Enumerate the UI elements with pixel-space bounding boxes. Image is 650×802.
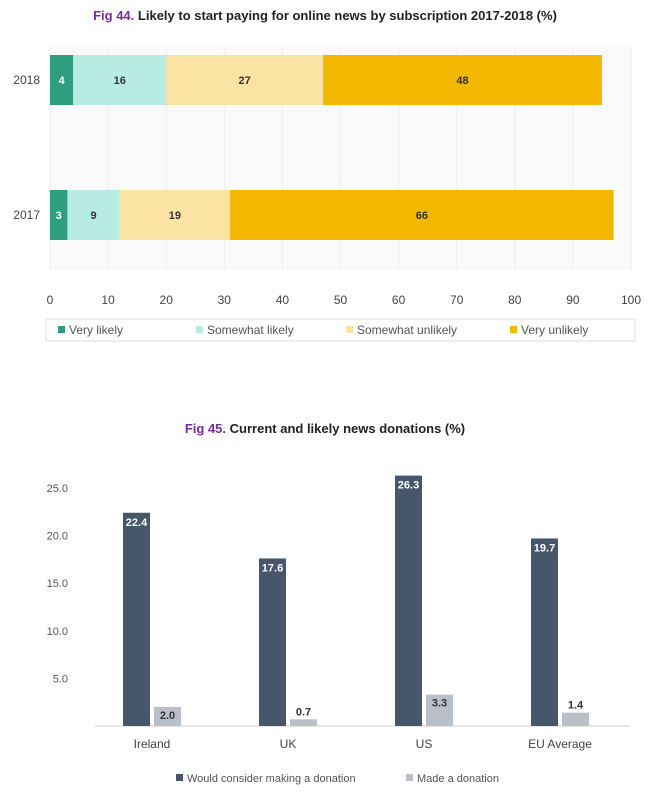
y-tick-label: 2018: [13, 73, 40, 87]
x-tick-label: 100: [621, 293, 641, 307]
x-tick-label: 10: [101, 293, 115, 307]
bar-made-a-donation: [562, 712, 589, 726]
bar-somewhat-likely: [73, 55, 167, 105]
fig45-number: Fig 45.: [184, 421, 227, 436]
y-tick-label: 2017: [13, 208, 40, 222]
data-label: 27: [239, 75, 251, 87]
x-tick-label: 90: [566, 293, 580, 307]
bar-very-likely: [50, 190, 68, 240]
bar-somewhat-unlikely: [166, 55, 324, 105]
data-label: 19: [169, 210, 181, 222]
fig45-title-text: Current and likely news donations (%): [229, 421, 466, 436]
data-label: 9: [91, 210, 97, 222]
bar-would-consider-making-a-donation: [123, 512, 150, 726]
x-tick-label: 30: [218, 293, 232, 307]
data-label: 16: [114, 75, 126, 87]
data-label: 66: [416, 210, 428, 222]
bar-very-likely: [50, 55, 74, 105]
x-tick-label: Ireland: [134, 737, 171, 751]
bar-would-consider-making-a-donation: [259, 558, 286, 726]
legend-swatch-very-unlikely: [510, 326, 517, 333]
x-tick-label: US: [416, 737, 433, 751]
legend: [45, 318, 636, 342]
data-label: 19.7: [534, 542, 555, 554]
fig44-number: Fig 44.: [93, 8, 135, 23]
x-tick-label: 0: [47, 293, 54, 307]
bar-made-a-donation: [154, 706, 181, 726]
x-tick-label: 40: [276, 293, 290, 307]
data-label: 0.7: [296, 706, 311, 718]
x-tick-label: 70: [450, 293, 464, 307]
x-tick-label: 60: [392, 293, 406, 307]
data-label: 1.4: [568, 700, 584, 712]
bar-would-consider-making-a-donation: [395, 475, 422, 726]
y-tick-label: 25.0: [47, 483, 68, 495]
bar-would-consider-making-a-donation: [531, 538, 558, 726]
x-tick-label: 80: [508, 293, 522, 307]
y-tick-label: 20.0: [47, 531, 68, 543]
x-tick-label: UK: [280, 737, 297, 751]
y-tick-label: 15.0: [47, 578, 68, 590]
data-label: 4: [59, 75, 66, 87]
x-tick-label: 50: [334, 293, 348, 307]
legend-swatch-would-consider-making-a-donation: [176, 774, 183, 781]
legend-label-very-unlikely: Very unlikely: [521, 323, 588, 337]
data-label: 26.3: [398, 480, 419, 492]
legend-label-very-likely: Very likely: [69, 323, 123, 337]
bar-very-unlikely: [323, 55, 602, 105]
legend-label-somewhat-unlikely: Somewhat unlikely: [357, 323, 457, 337]
data-label: 3.3: [432, 698, 447, 710]
y-tick-label: 5.0: [53, 673, 68, 685]
data-label: 22.4: [126, 517, 148, 529]
bar-made-a-donation: [426, 694, 453, 726]
legend-swatch-made-a-donation: [406, 774, 413, 781]
legend-label-somewhat-likely: Somewhat likely: [207, 323, 294, 337]
x-tick-label: EU Average: [528, 737, 592, 751]
fig44-title: Fig 44. Likely to start paying for onlin…: [0, 8, 650, 23]
fig45-chart: 5.0 10.0 15.0 20.0 25.0 22.4 2.0 Ireland 17.6 0.7…: [47, 475, 630, 785]
legend-label-made-a-donation: Made a donation: [417, 773, 499, 785]
legend-swatch-very-likely: [58, 326, 65, 333]
fig44-chart: 0 10 20 30 40 50 60 70 80 90 100 2018 4 16 27 48 2017 3 9 1…: [13, 45, 641, 342]
fig45-title: Fig 45. Current and likely news donation…: [0, 421, 650, 436]
bar-made-a-donation: [290, 719, 317, 726]
bar-very-unlikely: [230, 190, 614, 240]
legend-label-would-consider-making-a-donation: Would consider making a donation: [187, 773, 356, 785]
data-label: 48: [456, 75, 468, 87]
data-label: 2.0: [160, 710, 175, 722]
y-tick-label: 10.0: [47, 626, 68, 638]
legend-swatch-somewhat-unlikely: [346, 326, 353, 333]
bar-somewhat-likely: [67, 190, 120, 240]
data-label: 17.6: [262, 562, 283, 574]
bar-somewhat-unlikely: [119, 190, 231, 240]
legend-swatch-somewhat-likely: [196, 326, 203, 333]
fig44-title-text: Likely to start paying for online news b…: [137, 8, 557, 23]
data-label: 3: [56, 210, 62, 222]
x-tick-label: 20: [160, 293, 174, 307]
